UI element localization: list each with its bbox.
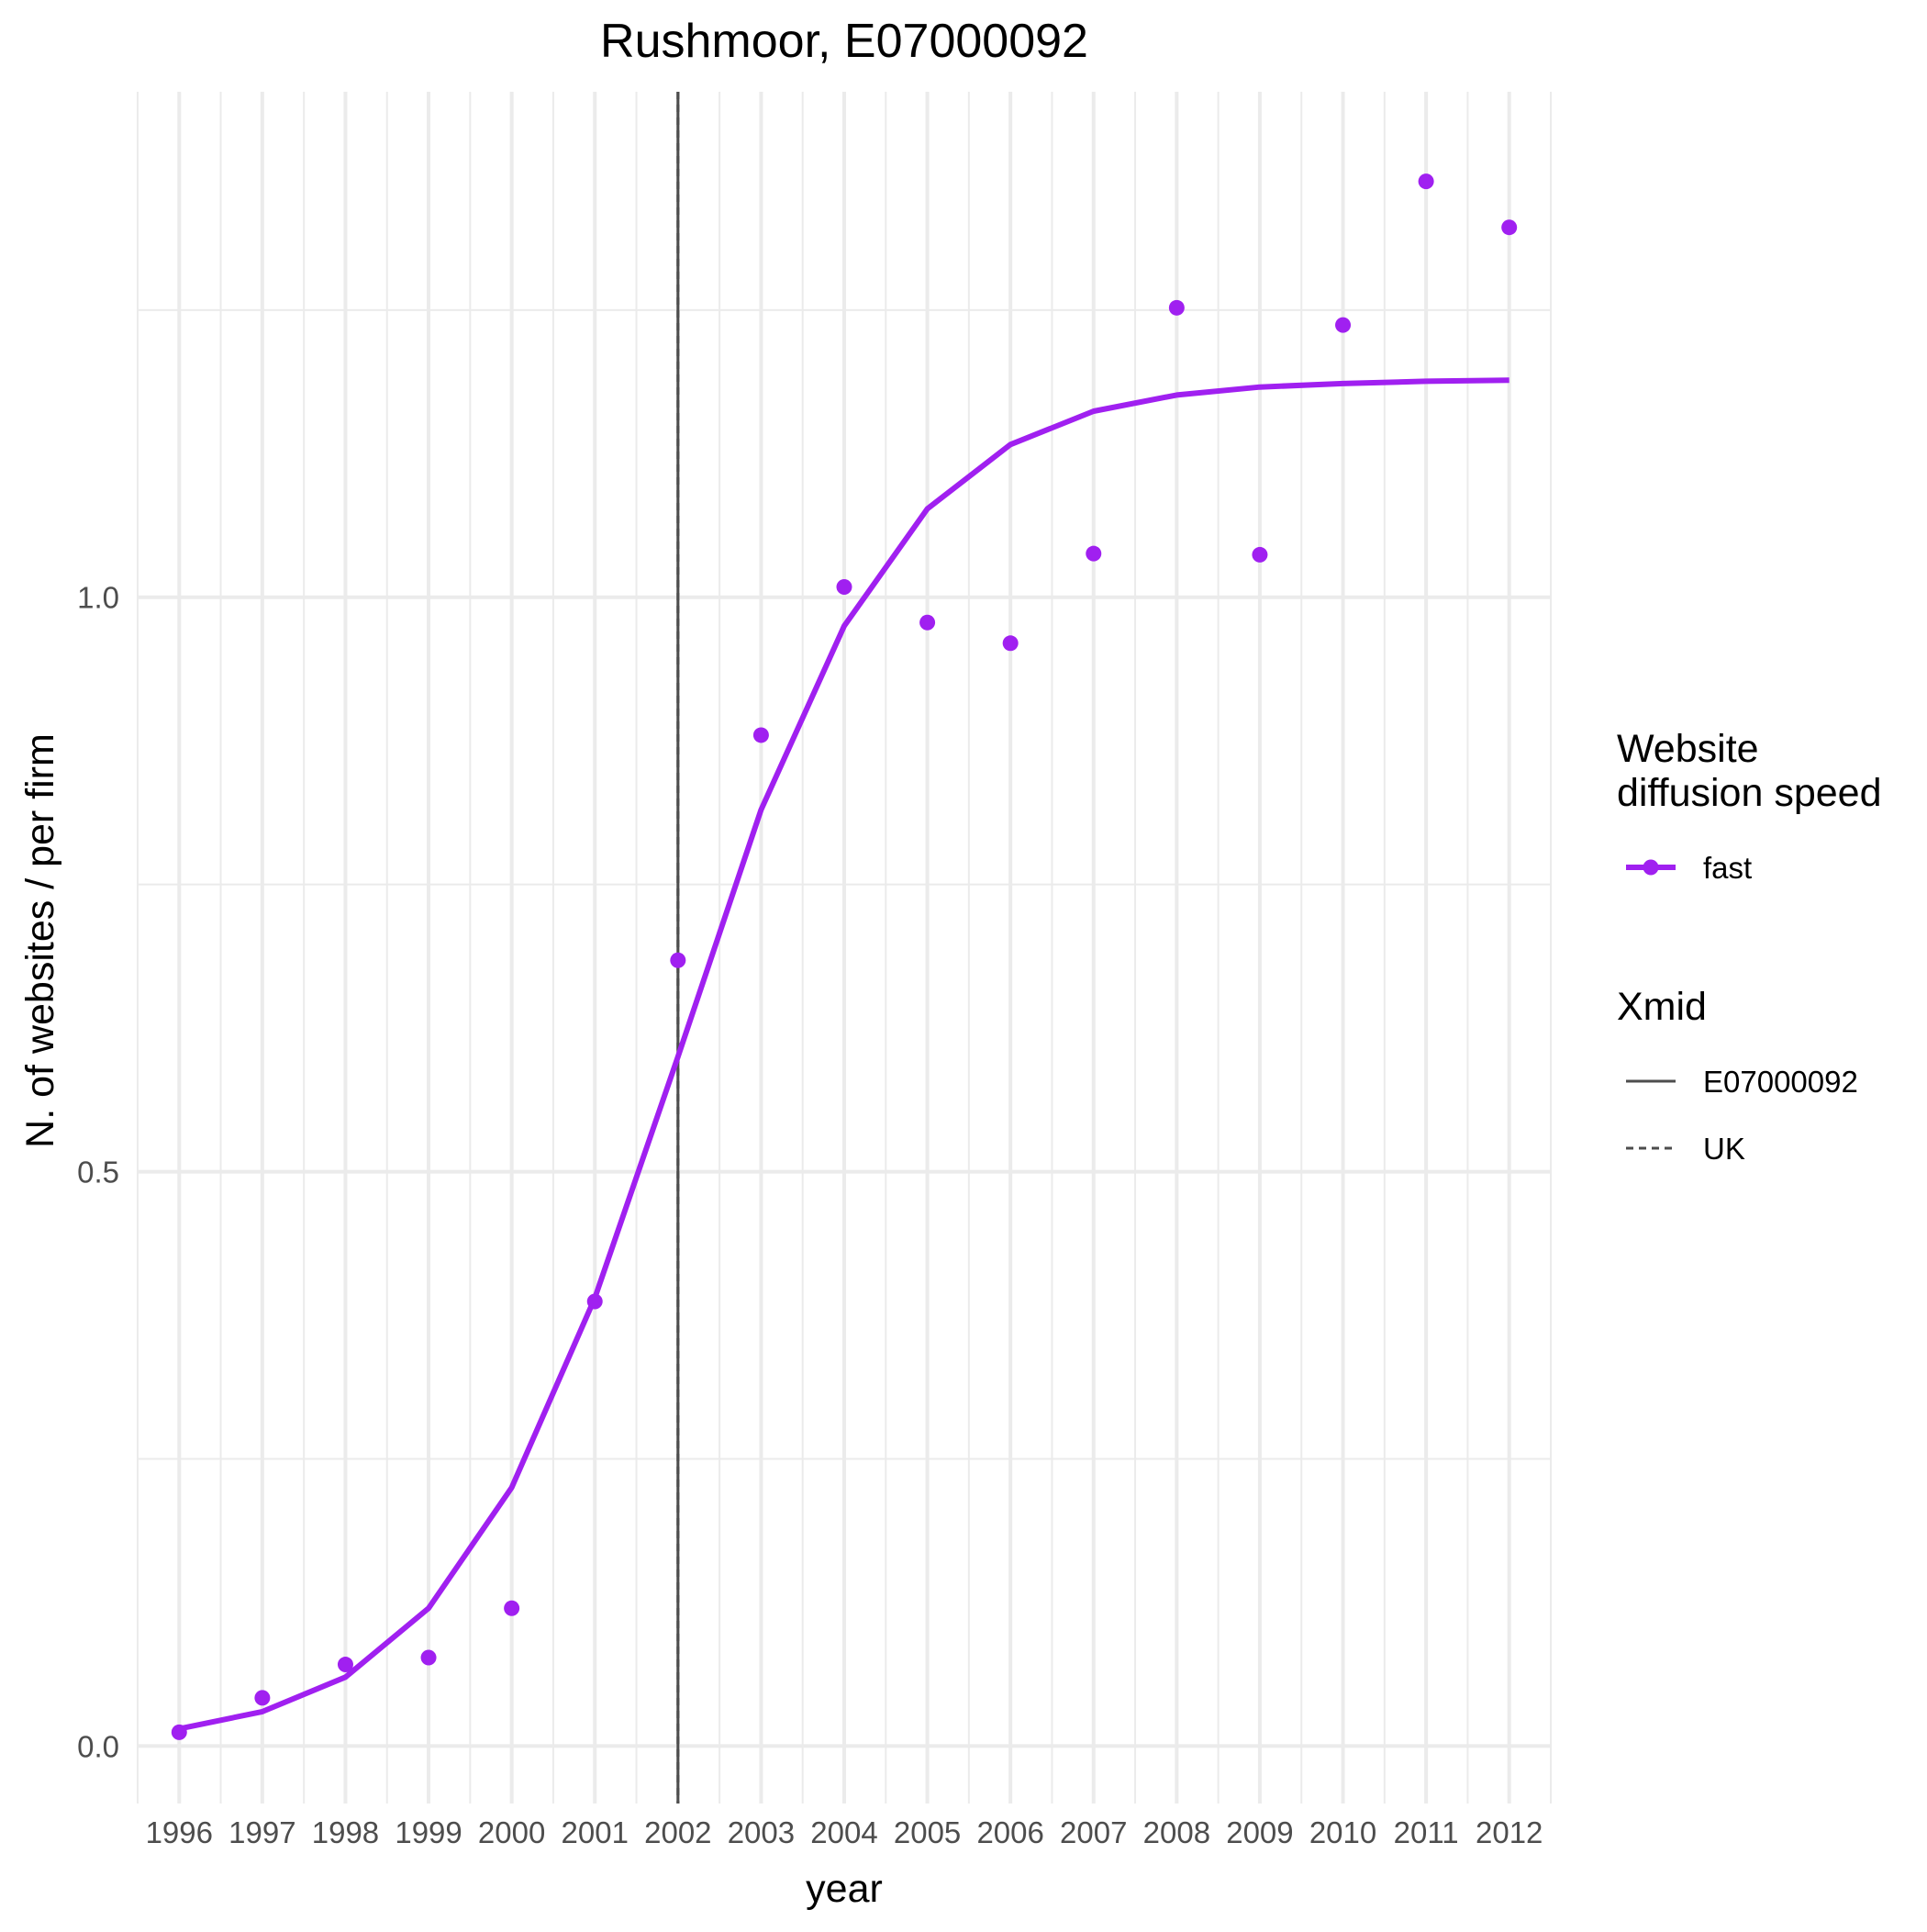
legend-title-line: Xmid	[1617, 985, 1707, 1029]
x-tick-label: 2009	[1226, 1815, 1293, 1849]
y-tick-label: 0.0	[77, 1729, 119, 1763]
data-point	[1335, 317, 1352, 333]
x-tick-label: 2008	[1143, 1815, 1210, 1849]
x-tick-label: 2006	[976, 1815, 1043, 1849]
legend-key-point	[1643, 859, 1659, 876]
x-tick-label: 2001	[562, 1815, 629, 1849]
legend-title-line: Website	[1617, 727, 1759, 771]
data-point	[1168, 299, 1185, 316]
legend-title-line: diffusion speed	[1617, 771, 1882, 815]
x-tick-label: 1999	[395, 1815, 462, 1849]
x-tick-label: 2012	[1476, 1815, 1543, 1849]
y-axis-title: N. of websites / per firm	[18, 733, 62, 1148]
series-line-fast	[178, 377, 1509, 1732]
x-tick-label: 1996	[146, 1815, 213, 1849]
y-tick-label: 1.0	[77, 581, 119, 615]
data-point	[1418, 173, 1434, 190]
x-axis-title: year	[806, 1867, 883, 1911]
data-point	[171, 1724, 187, 1740]
data-point	[836, 578, 852, 595]
legend-label: E07000092	[1703, 1065, 1858, 1099]
legend-label: UK	[1703, 1132, 1745, 1166]
x-tick-label: 2007	[1060, 1815, 1127, 1849]
x-tick-label: 2005	[894, 1815, 961, 1849]
x-tick-label: 2011	[1394, 1815, 1459, 1849]
data-point	[1002, 635, 1019, 652]
y-tick-label: 0.5	[77, 1156, 119, 1189]
data-point	[586, 1293, 603, 1310]
axes: 0.0 0.5 1.0 1996 1997 1998 1999 2000 2001 2002 200…	[77, 581, 1543, 1849]
x-tick-label: 2002	[644, 1815, 711, 1849]
data-point	[504, 1600, 520, 1616]
x-tick-label: 2004	[810, 1815, 877, 1849]
series	[171, 173, 1518, 1740]
x-tick-label: 1998	[312, 1815, 379, 1849]
data-point	[1086, 545, 1102, 562]
data-point	[670, 952, 686, 968]
data-point	[752, 727, 769, 743]
data-point	[337, 1657, 353, 1673]
data-point	[1501, 219, 1518, 236]
x-tick-label: 2003	[728, 1815, 795, 1849]
data-point	[919, 614, 936, 631]
data-point	[254, 1690, 271, 1706]
legend-label: fast	[1703, 851, 1752, 885]
x-tick-label: 2000	[478, 1815, 545, 1849]
x-tick-label: 2010	[1309, 1815, 1376, 1849]
x-tick-label: 1997	[228, 1815, 295, 1849]
chart-title: Rushmoor, E07000092	[600, 15, 1088, 68]
data-point	[420, 1649, 437, 1666]
data-point	[1252, 546, 1268, 563]
grid	[137, 92, 1552, 1804]
